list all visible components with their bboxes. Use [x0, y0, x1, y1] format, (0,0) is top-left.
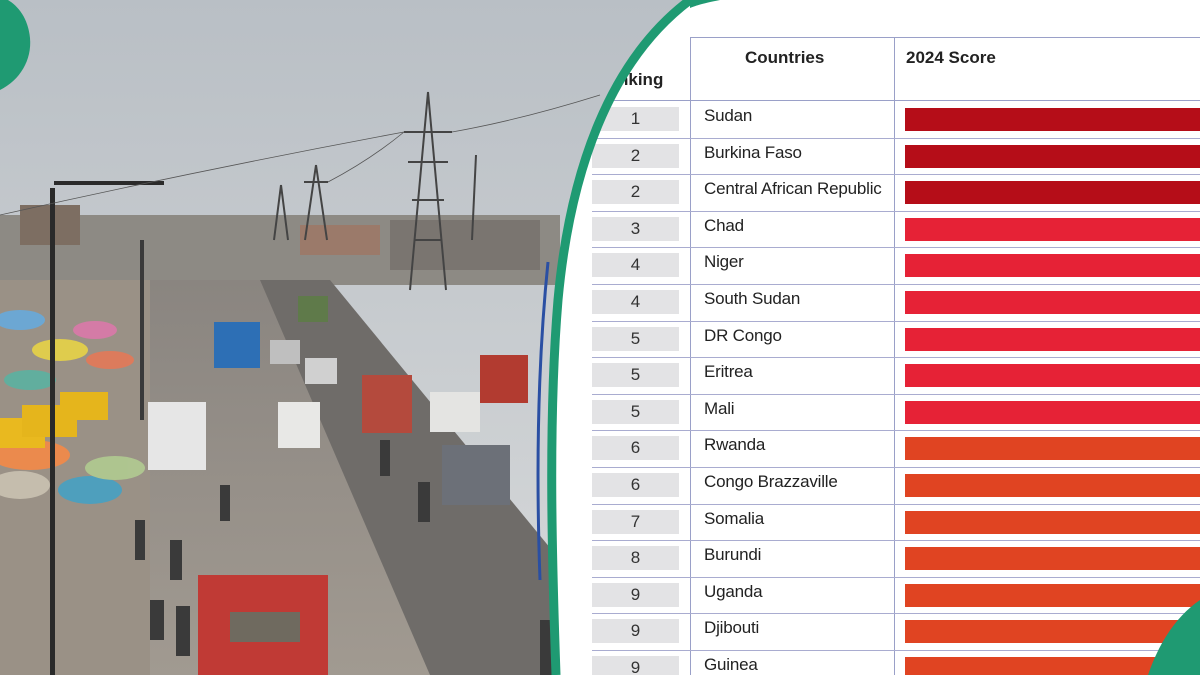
row-divider	[592, 357, 1200, 358]
countries-column-header: Countries	[693, 38, 893, 100]
score-bar	[905, 254, 1200, 277]
score-bar	[905, 364, 1200, 387]
country-cell: Uganda	[704, 581, 763, 601]
rank-cell: 6	[592, 473, 679, 497]
country-cell: South Sudan	[704, 289, 801, 308]
score-bar	[905, 328, 1200, 351]
country-cell: Eritrea	[704, 362, 753, 382]
table-row: 9 Uganda	[592, 578, 1200, 615]
score-bar	[905, 145, 1200, 168]
row-divider	[592, 321, 1200, 322]
country-cell: Congo Brazzaville	[704, 472, 838, 491]
score-bar	[905, 437, 1200, 460]
countries-header-label: Countries	[745, 48, 825, 67]
rank-cell: 6	[592, 436, 679, 460]
score-header-label: 2024 Score	[906, 48, 996, 67]
rank-cell: 4	[592, 290, 679, 314]
score-bar	[905, 401, 1200, 424]
score-bar	[905, 547, 1200, 570]
score-bar	[905, 620, 1200, 643]
country-cell: Somalia	[704, 508, 765, 528]
column-divider	[894, 38, 895, 675]
row-divider	[592, 247, 1200, 248]
row-divider	[592, 430, 1200, 431]
country-cell: Central African Republic	[704, 179, 882, 199]
row-divider	[592, 138, 1200, 139]
row-divider	[592, 613, 1200, 614]
score-bar	[905, 584, 1200, 607]
table-row: 5 DR Congo	[592, 322, 1200, 359]
score-bar	[905, 218, 1200, 241]
table-row: 5 Eritrea	[592, 358, 1200, 395]
country-cell: Rwanda	[704, 435, 766, 455]
country-cell: Niger	[704, 252, 744, 272]
rank-cell: 7	[592, 510, 679, 534]
score-bar	[905, 474, 1200, 497]
table-row: 3 Chad	[592, 212, 1200, 249]
table-row: 1 Sudan	[592, 102, 1200, 139]
row-divider	[592, 504, 1200, 505]
score-column-header: 2024 Score	[897, 38, 1200, 100]
table-row: 4 Niger	[592, 248, 1200, 285]
table-row: 8 Burundi	[592, 541, 1200, 578]
table-row: 2 Burkina Faso	[592, 139, 1200, 176]
rank-cell: 5	[592, 400, 679, 424]
country-cell: Sudan	[704, 106, 753, 125]
table-row: 2 Central African Republic	[592, 175, 1200, 212]
country-cell: Mali	[704, 398, 735, 418]
rank-cell: 8	[592, 546, 679, 570]
rank-cell: 9	[592, 656, 679, 680]
score-bar	[905, 108, 1200, 131]
table-row: 9 Djibouti	[592, 614, 1200, 651]
country-cell: Guinea	[704, 655, 758, 674]
rank-cell: 9	[592, 619, 679, 643]
table-row: 7 Somalia	[592, 505, 1200, 542]
row-divider	[592, 540, 1200, 541]
row-divider	[592, 687, 1200, 688]
rank-cell: 5	[592, 363, 679, 387]
country-cell: Chad	[704, 215, 744, 235]
score-bar	[905, 291, 1200, 314]
country-cell: Djibouti	[704, 618, 760, 638]
score-bar	[905, 511, 1200, 534]
header-divider	[560, 100, 1200, 101]
table-row: 5 Mali	[592, 395, 1200, 432]
ranking-header-label: nking	[618, 70, 664, 89]
top-border	[690, 37, 1200, 38]
row-divider	[592, 467, 1200, 468]
country-cell: Burkina Faso	[704, 142, 802, 162]
score-bar	[905, 181, 1200, 204]
row-divider	[592, 284, 1200, 285]
table-row: 4 South Sudan	[592, 285, 1200, 322]
rank-cell: 3	[592, 217, 679, 241]
row-divider	[592, 577, 1200, 578]
row-divider	[592, 174, 1200, 175]
table-row: 6 Congo Brazzaville	[592, 468, 1200, 505]
row-divider	[592, 394, 1200, 395]
country-cell: DR Congo	[704, 325, 782, 345]
table-row: 9 Guinea	[592, 651, 1200, 688]
country-cell: Burundi	[704, 545, 762, 565]
rank-cell: 9	[592, 583, 679, 607]
rank-cell: 5	[592, 327, 679, 351]
row-divider	[592, 211, 1200, 212]
rank-cell: 4	[592, 253, 679, 277]
rank-cell: 2	[592, 144, 679, 168]
score-bar	[905, 657, 1200, 680]
table-row: 6 Rwanda	[592, 431, 1200, 468]
rank-cell: 1	[592, 107, 679, 131]
rank-cell: 2	[592, 180, 679, 204]
row-divider	[592, 650, 1200, 651]
